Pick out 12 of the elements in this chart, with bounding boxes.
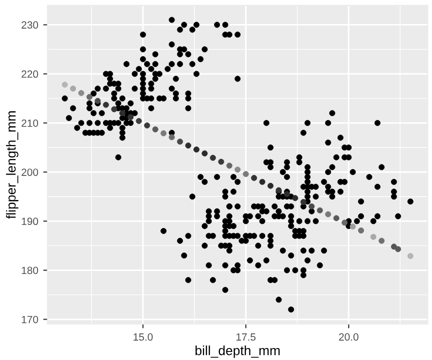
x-tick-label: 17.5 (236, 333, 256, 341)
y-tick-label: 230 (22, 21, 38, 29)
y-tick-label: 200 (22, 168, 38, 176)
y-tick-label: 220 (22, 70, 38, 78)
y-tick-label: 170 (22, 316, 38, 324)
y-tick-label: 190 (22, 218, 38, 226)
y-tick-label: 210 (22, 119, 38, 127)
x-tick-label: 20.0 (339, 333, 358, 341)
x-axis-title: bill_depth_mm (196, 346, 280, 358)
x-tick-label: 15.0 (134, 333, 153, 341)
y-tick-label: 180 (22, 266, 38, 274)
y-axis-title: flipper_length_mm (6, 111, 18, 219)
